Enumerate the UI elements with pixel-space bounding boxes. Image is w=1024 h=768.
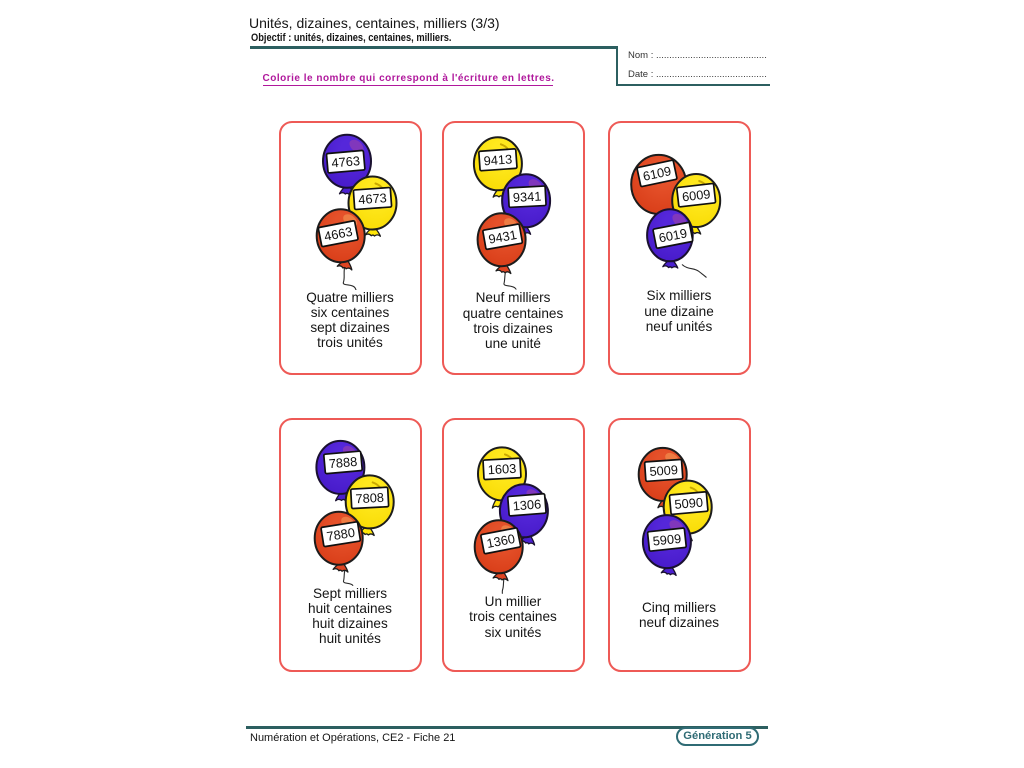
svg-text:7808: 7808: [355, 489, 384, 505]
svg-text:6109: 6109: [641, 163, 672, 184]
svg-text:7880: 7880: [325, 524, 355, 543]
svg-text:4763: 4763: [330, 153, 360, 170]
svg-text:1360: 1360: [485, 530, 516, 550]
svg-text:4663: 4663: [322, 223, 353, 243]
svg-text:6019: 6019: [657, 225, 688, 245]
svg-text:4673: 4673: [357, 190, 386, 207]
svg-text:1603: 1603: [487, 460, 516, 476]
svg-text:9341: 9341: [512, 188, 541, 204]
svg-text:7888: 7888: [328, 453, 358, 470]
svg-text:5090: 5090: [673, 494, 703, 511]
svg-text:9413: 9413: [483, 151, 512, 168]
svg-text:1306: 1306: [512, 496, 542, 513]
svg-text:5909: 5909: [651, 530, 681, 548]
svg-text:6009: 6009: [681, 186, 711, 204]
svg-text:5009: 5009: [648, 462, 677, 479]
svg-text:9431: 9431: [487, 226, 518, 246]
